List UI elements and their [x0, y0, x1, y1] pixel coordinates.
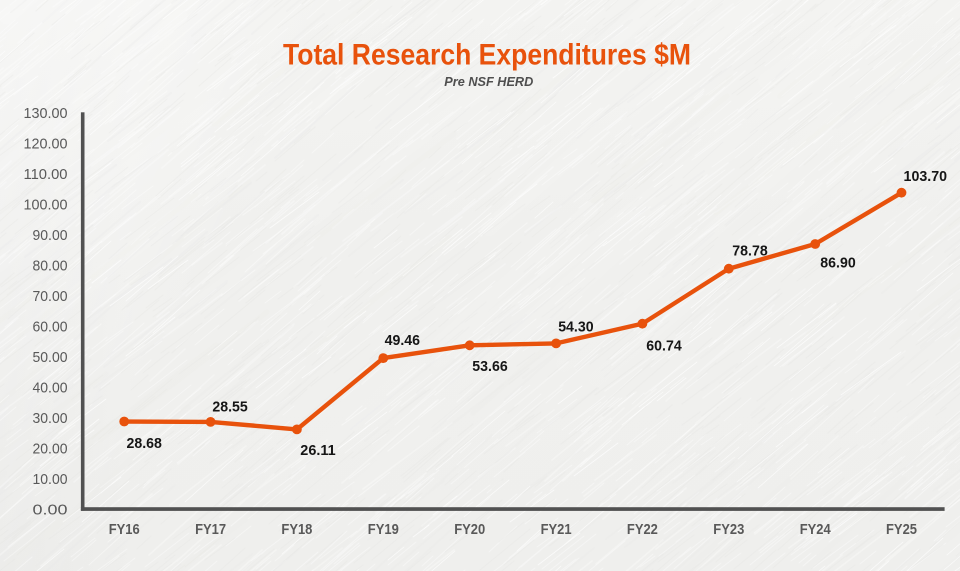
svg-text:49.46: 49.46 — [385, 332, 420, 349]
svg-text:Total Research Expenditures $M: Total Research Expenditures $M — [283, 39, 691, 72]
svg-text:30.00: 30.00 — [33, 410, 68, 427]
svg-text:28.68: 28.68 — [127, 435, 162, 452]
svg-text:86.90: 86.90 — [820, 254, 855, 271]
svg-text:Pre NSF HERD: Pre NSF HERD — [444, 74, 534, 89]
svg-text:60.74: 60.74 — [646, 338, 682, 355]
svg-text:FY17: FY17 — [195, 521, 226, 538]
svg-text:60.00: 60.00 — [33, 318, 68, 335]
svg-text:130.00: 130.00 — [24, 105, 68, 122]
svg-text:20.00: 20.00 — [33, 440, 68, 457]
svg-text:26.11: 26.11 — [300, 442, 335, 459]
svg-text:FY21: FY21 — [541, 521, 572, 538]
svg-text:50.00: 50.00 — [33, 349, 68, 366]
svg-text:103.70: 103.70 — [904, 168, 948, 185]
svg-text:100.00: 100.00 — [24, 196, 68, 213]
svg-text:FY22: FY22 — [627, 521, 658, 538]
svg-text:40.00: 40.00 — [33, 379, 68, 396]
svg-text:54.30: 54.30 — [558, 319, 593, 336]
svg-text:53.66: 53.66 — [472, 358, 507, 375]
svg-text:90.00: 90.00 — [33, 227, 68, 244]
svg-text:0.00: 0.00 — [33, 501, 68, 518]
svg-text:80.00: 80.00 — [33, 257, 68, 274]
svg-text:120.00: 120.00 — [24, 135, 68, 152]
svg-text:78.78: 78.78 — [732, 243, 767, 260]
svg-text:FY25: FY25 — [886, 521, 917, 538]
svg-text:28.55: 28.55 — [212, 399, 247, 416]
svg-text:70.00: 70.00 — [33, 288, 68, 305]
svg-text:FY24: FY24 — [800, 521, 832, 538]
svg-text:FY19: FY19 — [368, 521, 399, 538]
svg-text:FY20: FY20 — [454, 521, 485, 538]
svg-text:FY23: FY23 — [713, 521, 744, 538]
svg-text:FY16: FY16 — [109, 521, 140, 538]
svg-text:10.00: 10.00 — [33, 471, 68, 488]
svg-text:FY18: FY18 — [281, 521, 312, 538]
svg-text:110.00: 110.00 — [24, 166, 68, 183]
